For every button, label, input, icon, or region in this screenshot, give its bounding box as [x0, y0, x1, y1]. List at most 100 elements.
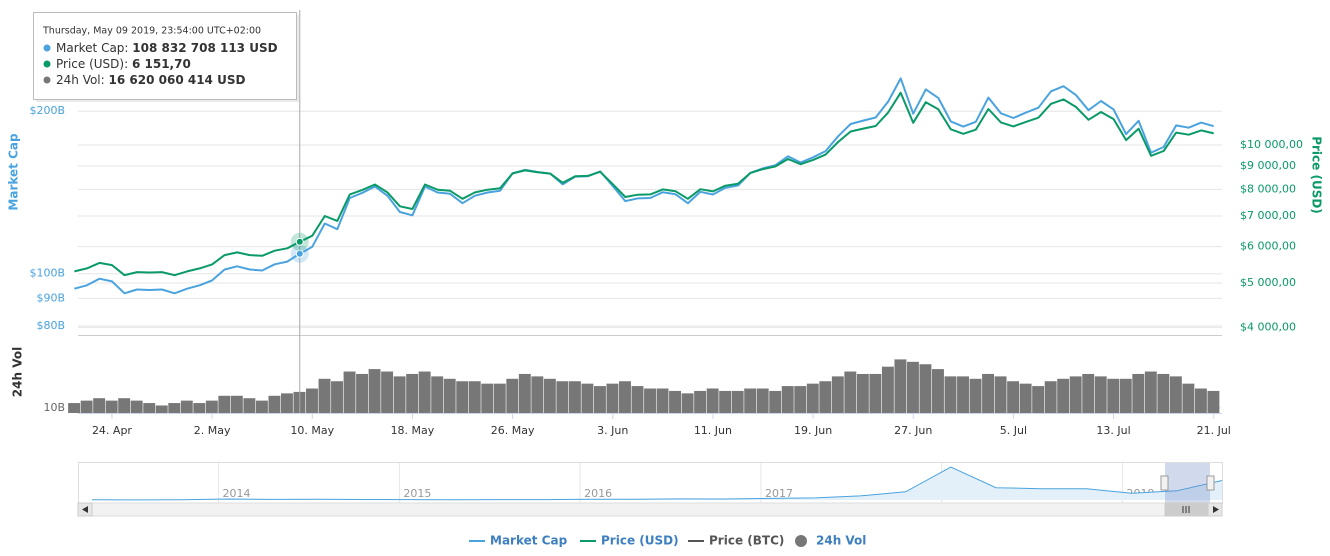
y2-axis-title: Price (USD)	[1310, 136, 1324, 214]
tooltip-value: 6 151,70	[132, 57, 191, 71]
volume-bar	[1144, 371, 1157, 413]
plot: $80B $90B $100B $200B $4 000,00 $5 000,00 $6 0…	[29, 10, 1303, 437]
volume-bar	[1182, 383, 1195, 413]
navigator-handle[interactable]	[1206, 475, 1215, 491]
hover-point	[295, 249, 304, 258]
volume-bar	[243, 398, 256, 413]
volume-bar	[919, 364, 932, 413]
navigator-tick-label: 2017	[765, 487, 793, 500]
y-tick-label: $90B	[36, 291, 65, 304]
volume-bar	[218, 395, 231, 413]
volume-bar	[431, 376, 444, 413]
navigator-area	[92, 467, 1222, 500]
volume-bar	[280, 393, 293, 413]
volume-bar	[205, 400, 218, 413]
tooltip-dot	[43, 60, 51, 68]
volume-bar	[306, 388, 318, 413]
volume-bar	[456, 381, 469, 413]
volume-bar	[193, 403, 206, 413]
volume-bar	[393, 376, 406, 413]
navigator: 201420152016201720182019	[91, 463, 1223, 503]
y-tick-label: $200B	[29, 104, 65, 117]
x-tick-label: 13. Jul	[1096, 424, 1130, 437]
y2-tick-label: $5 000,00	[1240, 276, 1296, 289]
volume-bar	[1157, 373, 1170, 413]
volume-bar	[969, 378, 982, 413]
volume-bar	[130, 400, 143, 413]
volume-bar	[105, 400, 118, 413]
volume-bar	[756, 388, 769, 413]
volume-bar	[982, 373, 995, 413]
volume-bar	[1019, 383, 1032, 413]
legend-label[interactable]: Market Cap	[490, 534, 568, 548]
legend-label[interactable]: Price (USD)	[601, 534, 679, 548]
volume-bar	[731, 390, 744, 413]
x-tick-label: 3. Jun	[597, 424, 628, 437]
x-tick-label: 24. Apr	[92, 424, 132, 437]
volume-bar	[1194, 388, 1207, 413]
navigator-selection[interactable]	[1165, 463, 1210, 503]
y2-tick-label: $6 000,00	[1240, 240, 1296, 253]
tooltip-row: 24h Vol: 16 620 060 414 USD	[56, 73, 245, 87]
volume-bar	[68, 403, 81, 413]
volume-bar	[932, 369, 944, 413]
volume-bar	[481, 383, 494, 413]
volume-bar	[906, 361, 919, 413]
volume-bar	[443, 378, 456, 413]
navigator-tick-label: 2014	[223, 487, 251, 500]
volume-bar	[831, 376, 844, 413]
y2-tick-label: $10 000,00	[1240, 138, 1303, 151]
volume-bar	[644, 388, 656, 413]
volume-bar	[493, 383, 506, 413]
navigator-tick-label: 2016	[584, 487, 612, 500]
volume-bar	[706, 388, 719, 413]
volume-bar	[1007, 381, 1020, 413]
volume-bar	[543, 378, 556, 413]
volume-bar	[744, 388, 757, 413]
x-tick-label: 19. Jun	[794, 424, 832, 437]
volume-bar	[1107, 378, 1120, 413]
volume-bar	[418, 371, 431, 413]
vol-tick-label: 10B	[43, 401, 65, 414]
volume-bar	[1044, 381, 1057, 413]
legend-label[interactable]: 24h Vol	[816, 534, 866, 548]
volume-bar	[844, 371, 857, 413]
volume-bar	[957, 376, 969, 413]
tooltip-value: 16 620 060 414 USD	[109, 73, 246, 87]
tooltip-label: Market Cap:	[56, 41, 128, 55]
scrollbar-track[interactable]	[77, 502, 1223, 517]
volume-bar	[80, 400, 93, 413]
tooltip-date: Thursday, May 09 2019, 23:54:00 UTC+02:0…	[42, 26, 261, 37]
hover-point	[295, 237, 304, 246]
y-tick-label: $80B	[36, 319, 65, 332]
tooltip-dot	[43, 76, 51, 84]
tooltip-value: 108 832 708 113 USD	[132, 41, 277, 55]
x-tick-label: 5. Jul	[1000, 424, 1027, 437]
line-series	[74, 77, 1214, 295]
volume-bar	[681, 393, 694, 413]
navigator-line	[91, 466, 1223, 501]
volume-bar	[669, 390, 682, 413]
volume-bar	[869, 373, 882, 413]
volume-bar	[518, 373, 531, 413]
volume-bar	[881, 366, 894, 413]
volume-bar	[944, 376, 957, 413]
y2-tick-label: $8 000,00	[1240, 182, 1296, 195]
navigator-tick-label: 2015	[403, 487, 431, 500]
volume-bar	[856, 373, 869, 413]
volume-bar	[143, 403, 156, 413]
volume-bar	[230, 395, 243, 413]
volume-bar	[1119, 378, 1132, 413]
volume-bar	[331, 381, 343, 413]
volume-bar	[619, 381, 631, 413]
y-tick-label: $100B	[29, 267, 65, 280]
volume-bar	[631, 386, 644, 413]
navigator-handle[interactable]	[1160, 475, 1169, 491]
legend-label[interactable]: Price (BTC)	[709, 534, 784, 548]
volume-bar	[318, 378, 331, 413]
volume-bar	[656, 388, 669, 413]
volume-bar	[1032, 386, 1045, 413]
arrow-icon	[82, 506, 88, 513]
volume-bar	[1069, 376, 1082, 413]
